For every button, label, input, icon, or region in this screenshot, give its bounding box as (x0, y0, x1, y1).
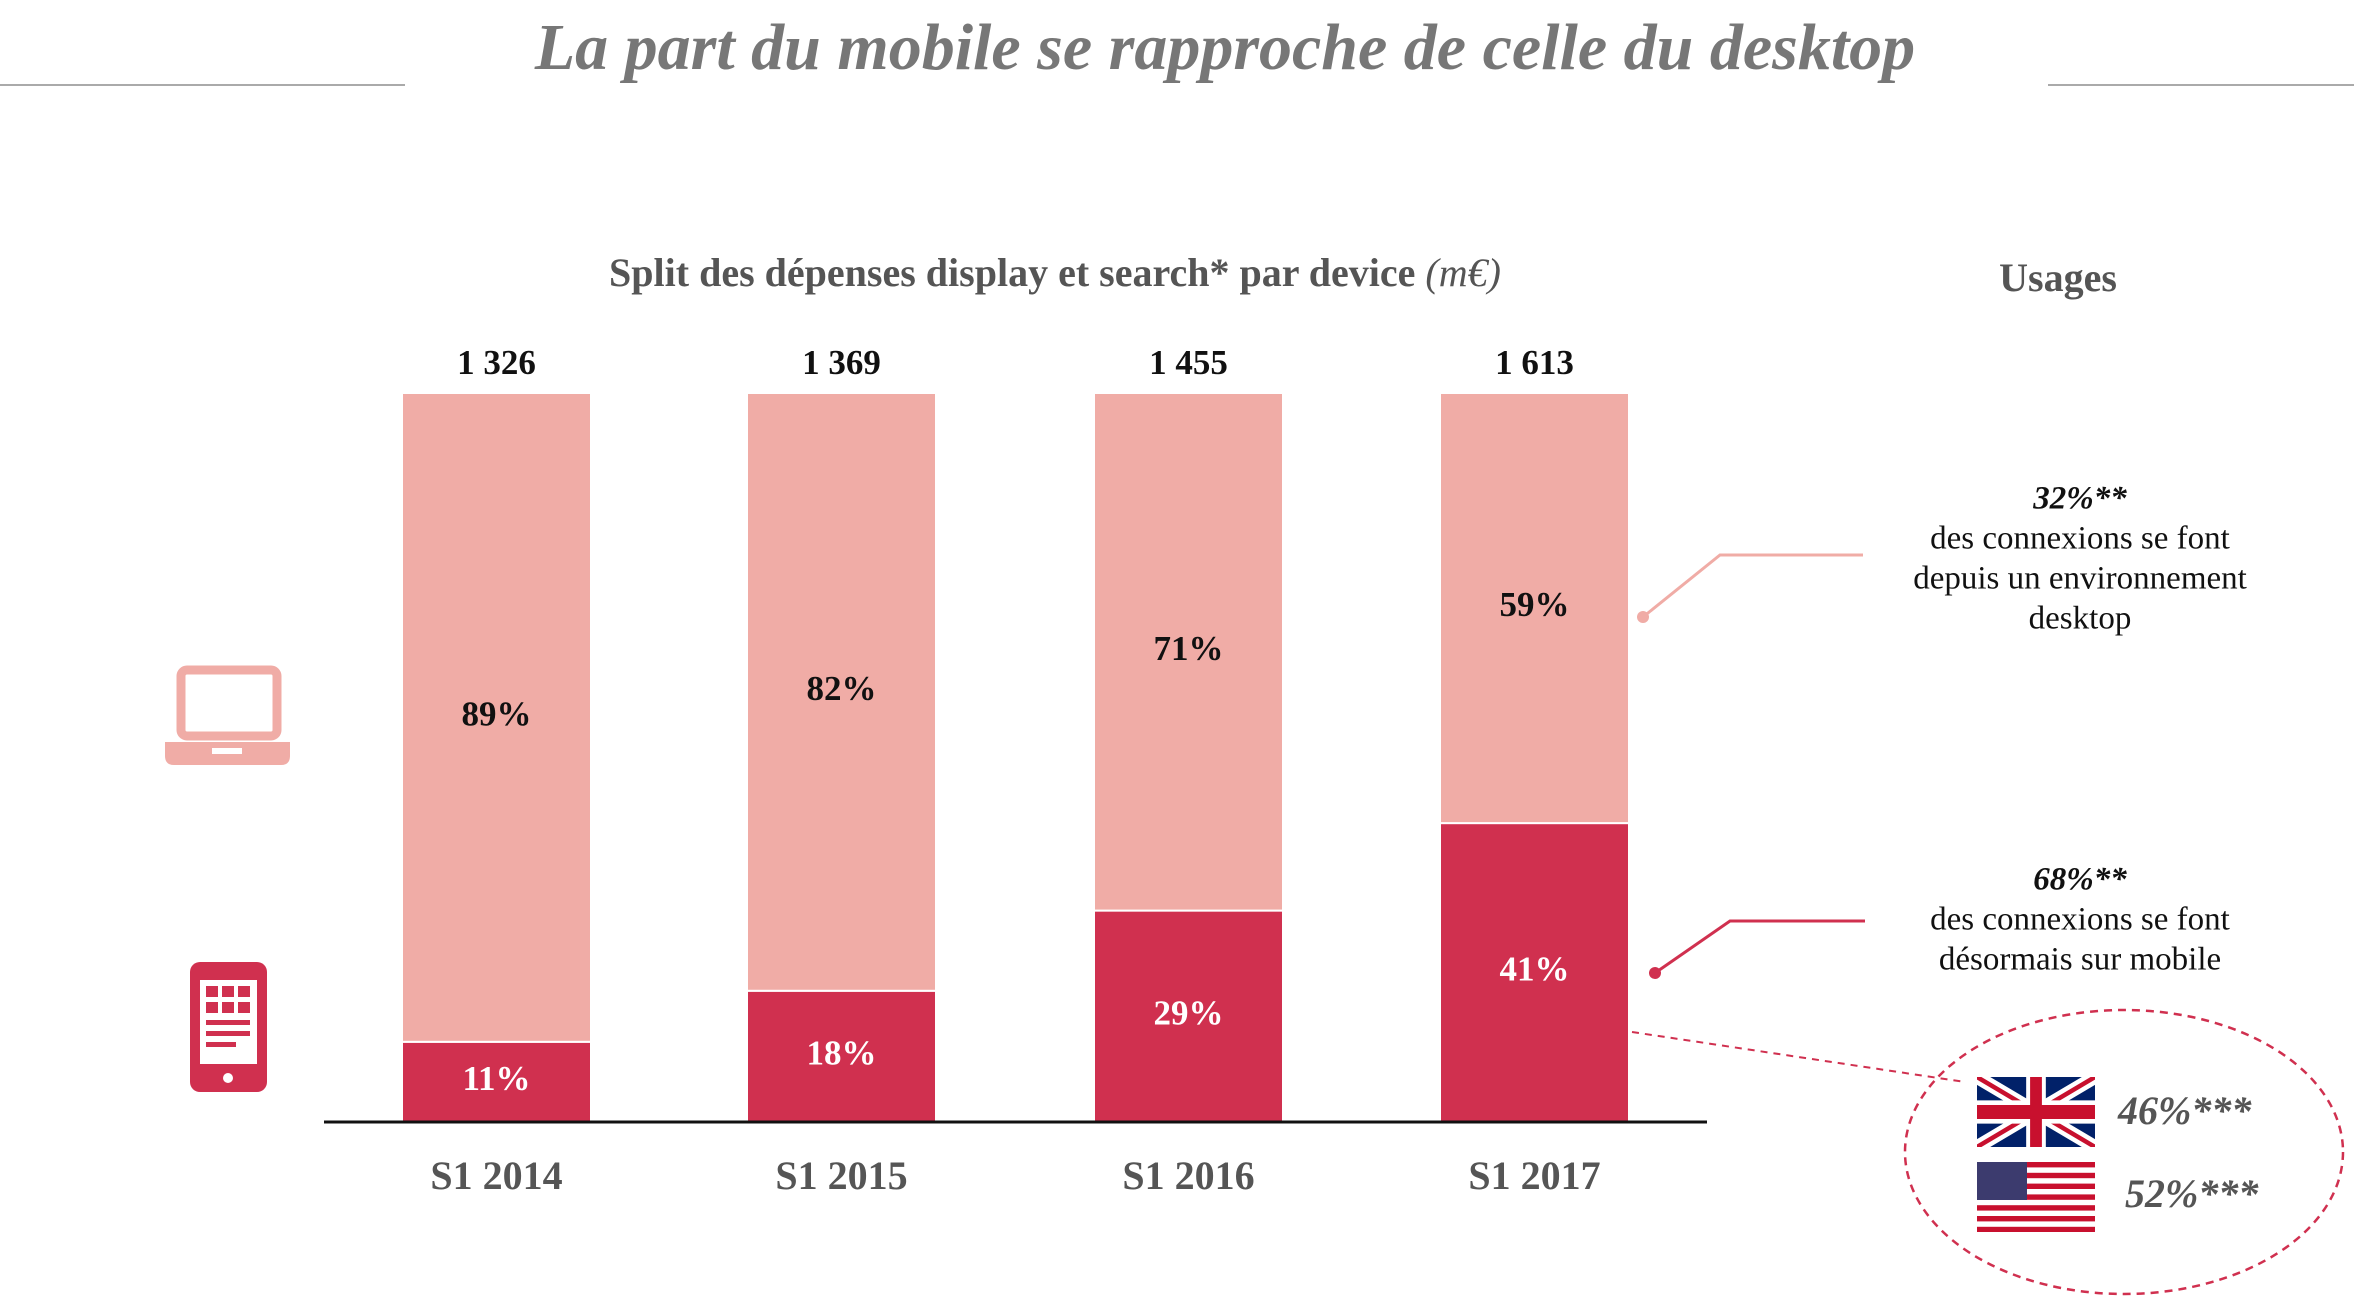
desktop-connector (1642, 553, 1863, 619)
callout-line (1631, 1031, 1966, 1083)
value-label: 29% (1154, 993, 1224, 1032)
uk-flag (1977, 1077, 2095, 1147)
subtitle-text: Split des dépenses display et search* pa… (609, 250, 1415, 295)
mobile-connector-dot (1649, 967, 1661, 979)
value-label: 82% (807, 669, 877, 708)
phone-icon (190, 962, 267, 1092)
value-label: 59% (1500, 585, 1570, 624)
us-share: 52%*** (2125, 1171, 2259, 1216)
bar-segment (1439, 392, 1630, 825)
bar-segment (1093, 392, 1284, 912)
chart-title: La part du mobile se rapproche de celle … (534, 11, 1916, 84)
mobile-note: des connexions se font (1930, 902, 2230, 938)
laptop-icon (165, 665, 290, 765)
x-tick-label: S1 2014 (430, 1153, 562, 1198)
total-label: 1 369 (802, 343, 881, 382)
value-label: 18% (807, 1033, 877, 1072)
mobile-share: 68%** (2033, 862, 2127, 898)
total-label: 1 326 (457, 343, 536, 382)
x-tick-label: S1 2017 (1468, 1153, 1600, 1198)
desktop-note: desktop (2029, 601, 2132, 637)
bar-segment (746, 392, 937, 992)
desktop-share: 32%** (2032, 481, 2127, 517)
value-label: 89% (462, 694, 532, 733)
bar-segment (401, 1040, 592, 1124)
bar-segment (401, 392, 592, 1043)
unit: (m€) (1425, 250, 1501, 295)
uk-share: 46%*** (2117, 1088, 2252, 1133)
mobile-note: désormais sur mobile (1939, 942, 2221, 978)
total-label: 1 455 (1149, 343, 1228, 382)
bar-segment (746, 989, 937, 1124)
desktop-note: depuis un environnement (1913, 561, 2247, 597)
value-label: 71% (1154, 629, 1224, 668)
us-flag (1977, 1162, 2095, 1232)
bar-segment (1093, 909, 1284, 1124)
mobile-connector (1654, 919, 1865, 975)
desktop-connector-dot (1637, 611, 1649, 623)
total-label: 1 613 (1495, 343, 1574, 382)
value-label: 11% (462, 1059, 530, 1098)
desktop-note: des connexions se font (1930, 521, 2230, 557)
callout-ellipse (1903, 1008, 2345, 1296)
subtitle: Split des dépenses display et search* pa… (609, 250, 1501, 295)
usages-title: Usages (1999, 255, 2117, 300)
value-label: 41% (1500, 950, 1570, 989)
x-tick-label: S1 2016 (1122, 1153, 1254, 1198)
x-tick-label: S1 2015 (775, 1153, 907, 1198)
